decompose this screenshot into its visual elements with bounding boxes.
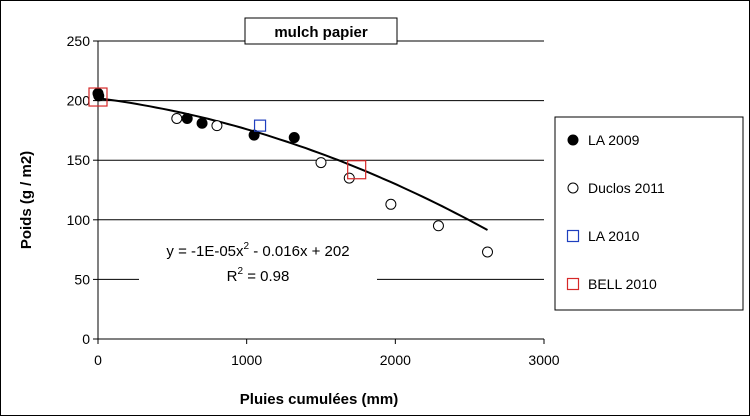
data-point: [343, 172, 355, 184]
data-point: [347, 160, 367, 180]
legend-marker: [567, 134, 579, 146]
data-point: [93, 90, 105, 102]
chart-title: mulch papier: [274, 24, 368, 41]
x-axis-title: Pluies cumulées (mm): [240, 391, 398, 408]
x-tick-label: 0: [94, 352, 102, 368]
legend-label: BELL 2010: [588, 276, 657, 292]
points-layer: [88, 87, 494, 258]
data-point: [288, 132, 300, 144]
data-point: [211, 120, 223, 132]
r-squared: R2 = 0.98: [227, 266, 290, 285]
legend-label: LA 2010: [588, 228, 640, 244]
ticks-layer: 0 50 100 150 200 250 0 1000 2000 3000: [67, 33, 560, 368]
legend-box: [554, 116, 744, 311]
y-tick-label: 250: [67, 33, 91, 49]
axes-layer: [97, 41, 544, 340]
y-tick-label: 100: [67, 212, 91, 228]
data-point: [88, 87, 108, 107]
data-point: [181, 112, 193, 124]
y-axis-title: Poids (g / m2): [18, 151, 35, 249]
data-point: [171, 112, 183, 124]
legend-marker: [567, 182, 579, 194]
data-point: [482, 246, 494, 258]
trend-equation: y = -1E-05x2 - 0.016x + 202: [166, 241, 349, 260]
y-tick-label: 200: [67, 93, 91, 109]
chart-title-box: [244, 17, 398, 45]
data-point: [315, 157, 327, 169]
data-point: [253, 119, 267, 132]
equation-box: [139, 233, 377, 291]
x-tick-label: 1000: [231, 352, 262, 368]
trendline: [97, 97, 488, 231]
y-tick-label: 0: [82, 331, 90, 347]
legend: LA 2009 Duclos 2011 LA 2010 BELL 2010: [566, 132, 665, 292]
legend-marker: [566, 229, 580, 243]
data-point: [432, 220, 444, 232]
x-tick-label: 3000: [528, 352, 559, 368]
legend-marker: [566, 277, 580, 291]
data-point: [385, 198, 397, 210]
y-tick-label: 50: [74, 271, 90, 287]
y-tick-label: 150: [67, 152, 91, 168]
x-tick-label: 2000: [380, 352, 411, 368]
legend-label: Duclos 2011: [588, 180, 665, 196]
legend-label: LA 2009: [588, 132, 640, 148]
data-point: [196, 117, 208, 129]
